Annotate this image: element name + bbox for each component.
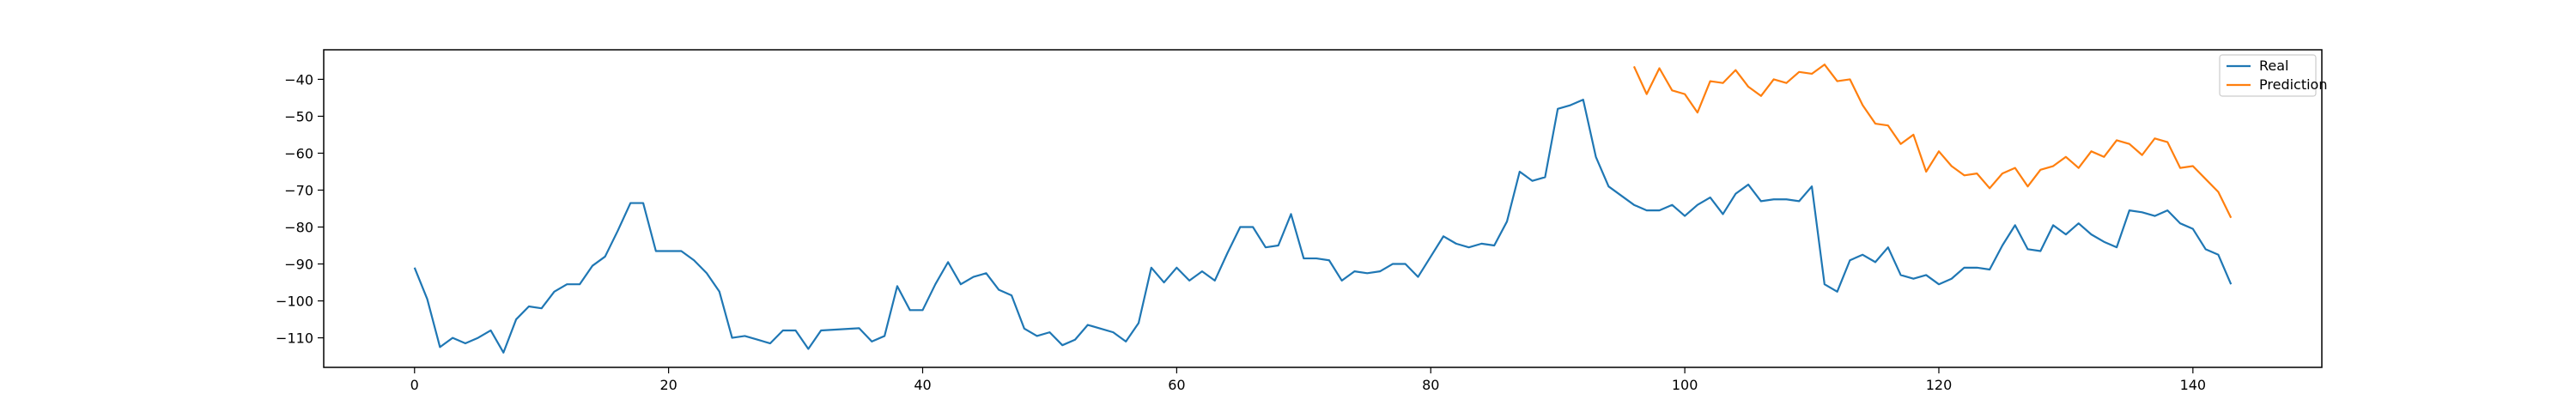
- legend-label-prediction: Prediction: [2259, 76, 2327, 93]
- y-tick-label: −100: [276, 294, 313, 310]
- legend: Real Prediction: [2219, 54, 2327, 97]
- x-tick-label: 100: [1672, 377, 1698, 393]
- axes-frame: [323, 49, 2323, 368]
- y-tick-label: −50: [284, 108, 313, 124]
- series-line-real: [413, 98, 2233, 354]
- y-tick-label: −80: [284, 220, 313, 236]
- x-axis: 0 20 40 60 80 100 120 140: [410, 367, 2206, 393]
- series-layer: [413, 64, 2233, 354]
- plot-area: [323, 49, 2323, 368]
- y-tick-label: −60: [284, 145, 313, 161]
- x-tick-label: 80: [1422, 377, 1439, 393]
- x-tick-label: 60: [1168, 377, 1185, 393]
- y-axis: −110 −100 −90 −80 −70 −60 −50 −40: [276, 71, 324, 347]
- y-tick-label: −40: [284, 71, 313, 88]
- y-tick-label: −90: [284, 257, 313, 273]
- legend-label-real: Real: [2259, 58, 2289, 74]
- x-tick-label: 140: [2180, 377, 2207, 393]
- series-line-prediction: [1632, 64, 2233, 219]
- y-tick-label: −70: [284, 182, 313, 198]
- x-tick-label: 40: [914, 377, 931, 393]
- x-tick-label: 120: [1926, 377, 1953, 393]
- x-tick-label: 20: [659, 377, 677, 393]
- y-tick-label: −110: [276, 330, 313, 347]
- x-tick-label: 0: [410, 377, 419, 393]
